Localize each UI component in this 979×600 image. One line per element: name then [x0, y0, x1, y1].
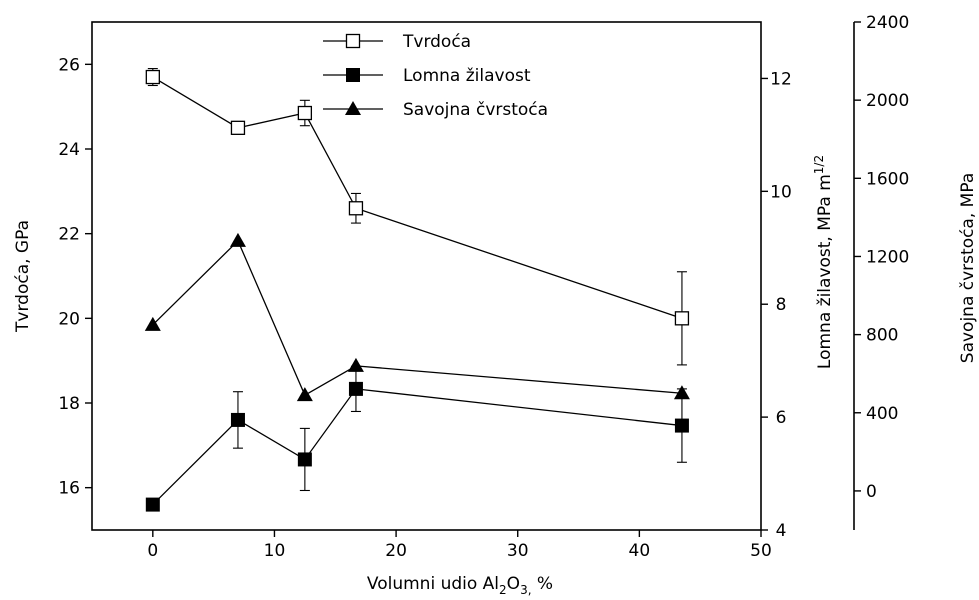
plot-frame: [91, 21, 762, 531]
legend-item: Tvrdoća: [323, 32, 471, 52]
x-tick-label: 0: [147, 541, 158, 561]
right2-axis-title: Savojna čvrstoća, MPa: [958, 173, 978, 363]
data-point: [229, 232, 246, 247]
right-axis-lomna: 4 6 8 10 12: [761, 69, 792, 541]
left-axis: 16 18 20 22 24 26: [58, 55, 92, 499]
series-2: [145, 365, 689, 512]
right-axis-savojna-ticks: 0 400 800 1200 1600 2000 2400: [854, 13, 909, 502]
right2-tick-label: 2400: [866, 13, 909, 33]
left-tick-label: 26: [58, 55, 80, 75]
data-point: [145, 69, 160, 85]
x-tick-label: 30: [507, 541, 529, 561]
data-point: [230, 120, 246, 135]
right1-tick-label: 12: [770, 69, 792, 89]
series-3: [144, 232, 690, 402]
right2-tick-label: 1200: [866, 247, 909, 267]
data-point: [296, 387, 313, 402]
left-axis-title: Tvrdoća, GPa: [13, 220, 33, 333]
right2-tick-label: 400: [866, 404, 898, 424]
right2-tick-label: 1600: [866, 169, 909, 189]
data-point: [347, 357, 364, 372]
legend-label: Lomna žilavost: [403, 66, 531, 86]
data-point: [674, 311, 690, 326]
data-point: [145, 497, 160, 512]
right1-axis-title: Lomna žilavost, MPa m1/2: [812, 155, 835, 369]
x-tick-label: 20: [385, 541, 407, 561]
legend-marker: [345, 33, 361, 49]
left-tick-label: 24: [58, 140, 80, 160]
legend: Tvrdoća Lomna žilavost Savojna čvrstoća: [323, 32, 548, 120]
x-tick-label: 10: [264, 541, 286, 561]
series-line: [152, 388, 683, 506]
legend-label: Savojna čvrstoća: [403, 100, 548, 120]
left-tick-label: 22: [58, 225, 80, 245]
data-point: [144, 316, 161, 331]
right1-tick-label: 10: [770, 182, 792, 202]
legend-item: Lomna žilavost: [323, 66, 531, 86]
left-tick-label: 18: [58, 394, 80, 414]
left-tick-label: 16: [58, 479, 80, 499]
right2-tick-label: 800: [866, 326, 898, 346]
x-axis: 0 10 20 30 40 50: [147, 530, 772, 561]
left-tick-label: 20: [58, 309, 80, 329]
legend-marker: [345, 101, 361, 115]
series-1: [145, 68, 690, 366]
data-point: [297, 105, 313, 121]
data-point: [230, 412, 245, 427]
series-line: [152, 239, 682, 397]
right1-tick-label: 4: [776, 521, 787, 541]
right2-tick-label: 2000: [866, 91, 909, 111]
right2-tick-label: 0: [866, 482, 877, 502]
series-layer: [144, 68, 690, 512]
x-tick-label: 50: [750, 541, 772, 561]
x-tick-label: 40: [629, 541, 651, 561]
legend-label: Tvrdoća: [402, 32, 471, 52]
x-axis-title: Volumni udio Al2O3, %: [367, 574, 553, 597]
right1-tick-label: 8: [776, 295, 787, 315]
data-point: [348, 201, 364, 216]
legend-marker: [346, 68, 360, 82]
data-point: [674, 418, 689, 433]
data-point: [297, 452, 312, 467]
legend-item: Savojna čvrstoća: [323, 100, 548, 120]
data-point: [673, 385, 690, 400]
right1-tick-label: 6: [776, 408, 787, 428]
data-point: [348, 381, 363, 396]
